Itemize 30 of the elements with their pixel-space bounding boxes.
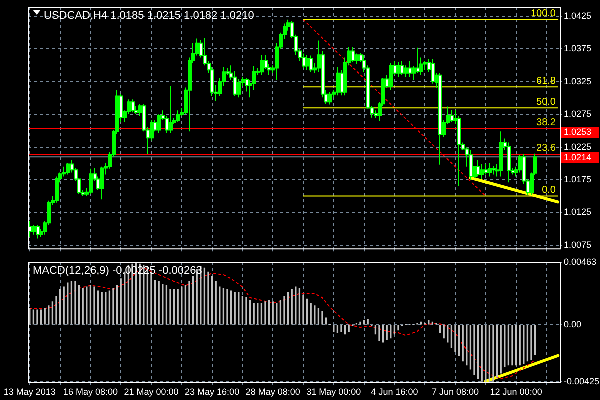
series-label: 61.8 bbox=[536, 76, 556, 87]
series-label: 50.0 bbox=[536, 96, 556, 108]
y-tick-label: 1.0325 bbox=[564, 76, 592, 86]
annotation: 38.2 bbox=[536, 118, 556, 129]
y-tick-label: 1.0125 bbox=[564, 207, 592, 218]
y-tick-label: 1.0375 bbox=[564, 44, 592, 54]
x-tick-label: 31 May 00:00 bbox=[306, 387, 362, 398]
y-tick-label: 1.0175 bbox=[564, 174, 592, 184]
y-tick-label: 0.00 bbox=[564, 319, 582, 330]
x-tick-label: 7 Jun 08:00 bbox=[432, 387, 480, 398]
x-tick-label: 4 Jun 16:00 bbox=[371, 387, 418, 398]
x-tick-label: 21 May 00:00 bbox=[124, 387, 179, 398]
x-tick-label: 12 Jun 00:00 bbox=[490, 387, 542, 398]
series-label: 0.0 bbox=[542, 185, 556, 196]
line-series bbox=[29, 268, 536, 380]
series-label: 100.0 bbox=[530, 8, 556, 20]
y-tick-label: 1.0225 bbox=[564, 142, 592, 152]
annotation: 23.6 bbox=[536, 143, 556, 154]
y-tick-label: 1.0425 bbox=[564, 11, 592, 22]
ref-line-label: 1.0253 bbox=[564, 126, 592, 137]
y-tick-label: 0.00463 bbox=[564, 256, 597, 267]
x-tick-label: 28 May 08:00 bbox=[246, 387, 300, 398]
chart-title: USDCAD,H4 1.0185 1.0215 1.0182 1.0210 bbox=[44, 10, 254, 22]
x-tick-label: 13 May 2013 bbox=[4, 387, 56, 398]
y-tick-label: -0.00425 bbox=[564, 376, 600, 387]
ref-line-label: 1.0214 bbox=[564, 152, 592, 162]
x-tick-label: 23 May 16:00 bbox=[185, 387, 240, 398]
y-tick-label: 1.0275 bbox=[564, 109, 592, 120]
y-tick-label: 1.0075 bbox=[564, 240, 592, 250]
x-tick-label: 16 May 08:00 bbox=[63, 387, 118, 398]
